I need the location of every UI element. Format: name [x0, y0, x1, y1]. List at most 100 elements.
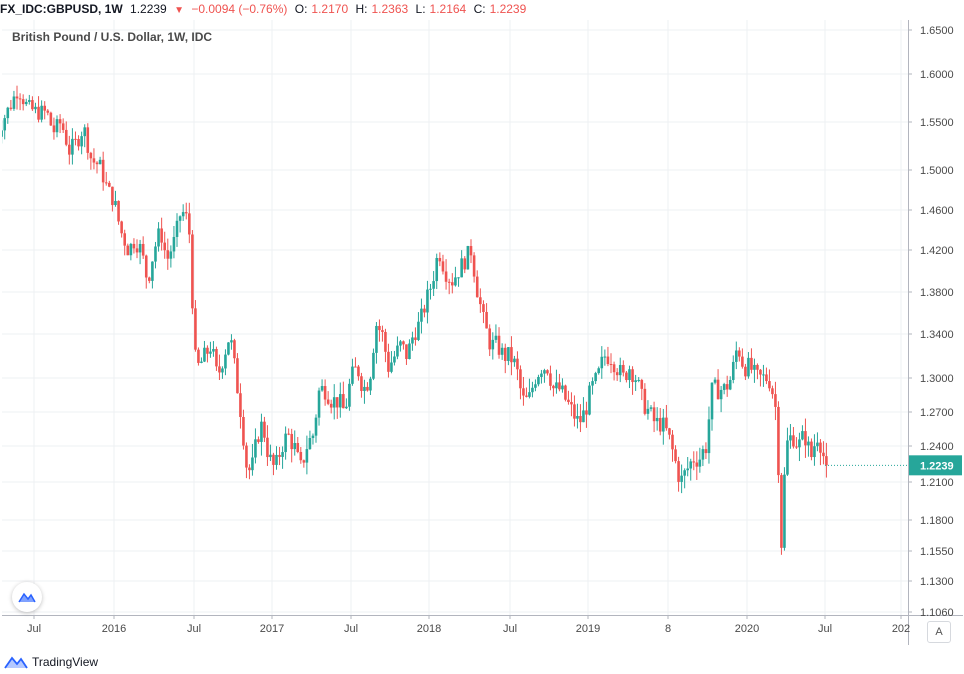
candle-down	[239, 393, 242, 417]
candle-down	[43, 105, 47, 111]
close-label: C:	[473, 2, 486, 16]
candle-up	[683, 470, 686, 476]
candle-up	[157, 228, 160, 247]
candle-up	[435, 257, 439, 282]
candle-up	[363, 386, 366, 391]
candle-up	[507, 347, 510, 361]
candle-up	[710, 382, 714, 420]
candle-up	[603, 356, 607, 358]
candle-down	[658, 417, 662, 432]
close-value: 1.2239	[489, 2, 527, 16]
y-tick-label: 1.1060	[920, 607, 954, 619]
candle-down	[625, 372, 628, 381]
candle-down	[741, 356, 744, 367]
candle-down	[302, 460, 306, 463]
candle-up	[494, 335, 498, 340]
candle-down	[546, 370, 549, 374]
candle-down	[631, 369, 634, 383]
x-tick-label: 2018	[417, 623, 441, 635]
candle-up	[600, 356, 604, 369]
candle-down	[606, 356, 610, 365]
candle-up	[169, 251, 173, 259]
candle-up	[390, 362, 393, 372]
candle-down	[795, 446, 798, 448]
candle-down	[444, 271, 448, 282]
down-arrow-icon: ▼	[174, 5, 184, 16]
candle-down	[335, 397, 339, 408]
candle-up	[534, 384, 537, 388]
y-tick-label: 1.3000	[920, 373, 954, 385]
candle-up	[227, 342, 230, 355]
candle-up	[154, 246, 157, 262]
candle-down	[89, 152, 93, 159]
candle-down	[77, 138, 80, 147]
y-tick-label: 1.4200	[920, 245, 954, 257]
tradingview-icon	[18, 592, 36, 603]
tradingview-logo-button[interactable]	[12, 582, 42, 612]
candle-down	[245, 445, 248, 468]
candle-down	[522, 388, 525, 396]
candle-up	[221, 368, 224, 373]
auto-scale-button[interactable]: A	[927, 621, 951, 643]
candle-up	[3, 118, 7, 131]
candle-up	[34, 106, 37, 110]
symbol-name[interactable]: FX_IDC:GBPUSD, 1W	[0, 2, 123, 16]
footer-brand[interactable]: TradingView	[4, 652, 98, 672]
candle-down	[188, 213, 191, 235]
candle-up	[212, 348, 215, 352]
chart-pane[interactable]: 1.6500 1.6000 1.5500 1.5000 1.4600 1.4200 1.38…	[2, 20, 963, 645]
candle-down	[37, 106, 40, 120]
candle-up	[372, 352, 375, 379]
candle-up	[83, 127, 87, 137]
candle-up	[396, 345, 399, 357]
open-value: 1.2170	[311, 2, 349, 16]
candle-up	[348, 383, 351, 407]
candle-up	[40, 105, 43, 120]
candle-down	[674, 449, 677, 462]
y-tick-label: 1.6000	[920, 69, 954, 81]
candle-up	[393, 356, 396, 363]
y-tick-label: 1.5500	[920, 117, 954, 129]
candle-up	[816, 442, 819, 447]
candle-down	[299, 451, 303, 461]
candle-down	[160, 228, 163, 243]
candle-down	[166, 250, 170, 259]
x-tick-label: 2017	[260, 623, 284, 635]
x-tick-label: 2019	[576, 623, 600, 635]
candle-down	[64, 129, 68, 145]
candle-down	[236, 358, 239, 394]
candle-down	[725, 384, 729, 390]
price-chart[interactable]: 1.6500 1.6000 1.5500 1.5000 1.4600 1.4200 1.38…	[2, 20, 963, 645]
candle-down	[135, 248, 139, 253]
candle-down	[296, 443, 300, 452]
candle-up	[24, 101, 28, 105]
candle-down	[111, 186, 114, 206]
candle-down	[479, 297, 482, 305]
candle-down	[46, 110, 50, 113]
candle-up	[561, 385, 564, 390]
candle-down	[570, 402, 573, 405]
candle-down	[144, 255, 148, 278]
candle-up	[12, 96, 16, 109]
candle-down	[463, 258, 467, 270]
candle-up	[138, 243, 142, 253]
y-tick-label: 1.1300	[920, 576, 954, 588]
candle-up	[426, 289, 429, 313]
candle-up	[172, 236, 176, 252]
candle-down	[31, 100, 34, 110]
candle-up	[637, 379, 641, 381]
candle-down	[74, 138, 77, 140]
last-price-label: 1.2239	[920, 460, 954, 472]
candle-up	[491, 339, 495, 350]
candle-down	[366, 386, 369, 391]
candle-down	[567, 399, 570, 403]
candle-up	[555, 382, 558, 389]
candle-down	[101, 159, 105, 183]
candle-up	[531, 387, 534, 393]
x-tick-label: Jul	[503, 623, 517, 635]
candle-up	[308, 438, 312, 450]
candle-up	[786, 440, 789, 475]
candle-down	[475, 276, 479, 298]
candle-up	[432, 281, 435, 289]
candle-down	[771, 388, 774, 395]
